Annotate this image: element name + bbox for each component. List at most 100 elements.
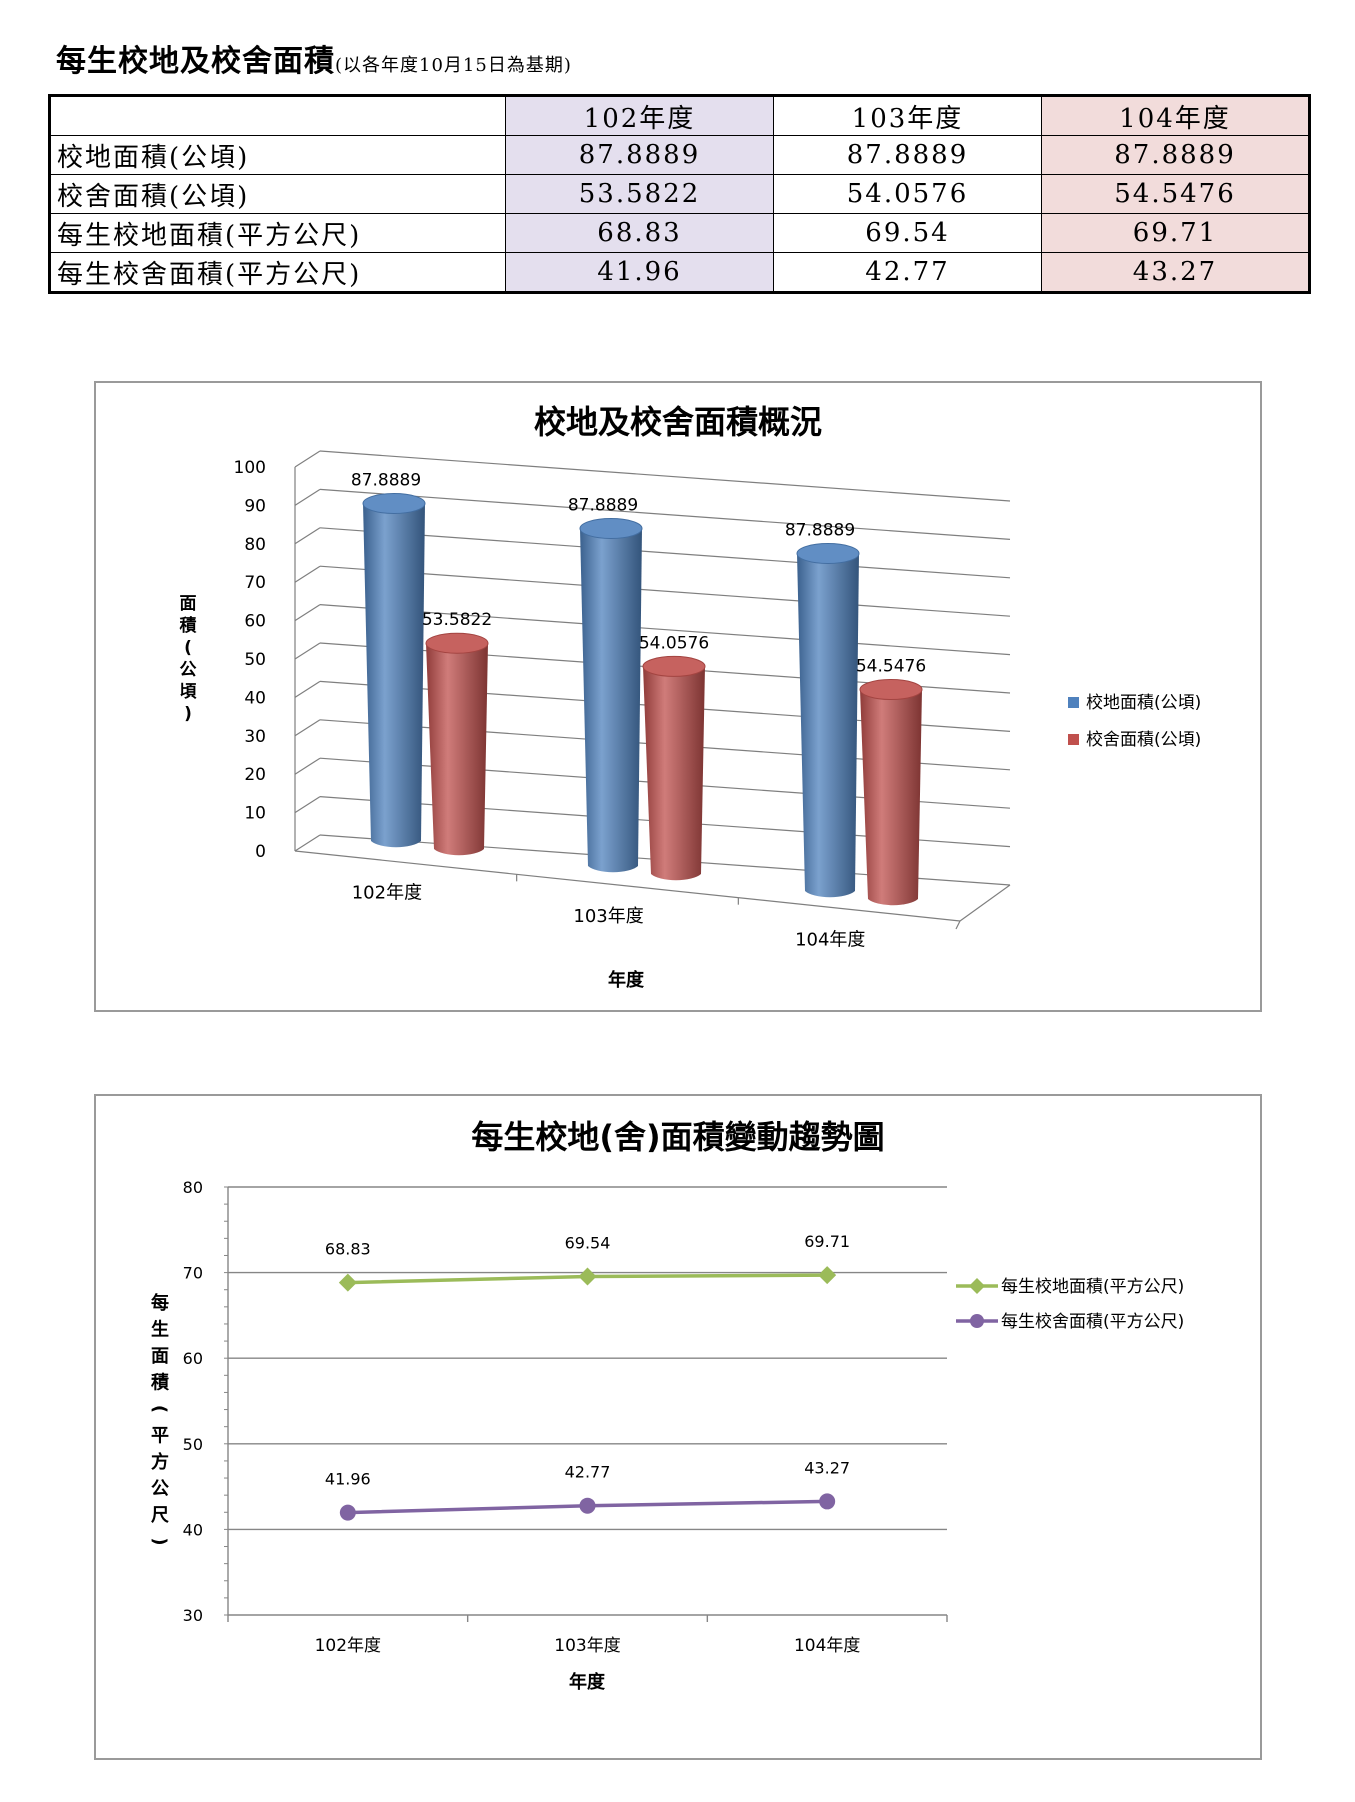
table-row-label: 校地面積(公頃) [49,135,506,175]
table-corner-cell [49,95,506,136]
chart1-y-tick-label: 90 [244,496,266,516]
table-row: 每生校地面積(平方公尺) 68.83 69.54 69.71 [49,213,1310,253]
document-title-main: 每生校地及校舍面積 [56,44,335,79]
bar-cylinder-body [580,528,642,873]
chart2-data-label: 41.96 [325,1470,371,1489]
line-chart-area: 每生校地(舍)面積變動趨勢圖 30 40 50 60 70 80 102年度 103年度 104年… [94,1094,1262,1760]
chart2-title: 每生校地(舍)面積變動趨勢圖 [471,1118,884,1156]
bar-chart-area: 校地及校舍面積概況 0 10 20 30 40 50 60 70 80 90 100 102年度 103年… [94,381,1262,1012]
chart1-wall-gridline [294,450,321,468]
chart2-y-axis-title-char: ) [149,1537,170,1545]
chart1-x-tick-label: 102年度 [352,883,422,904]
table-row-label: 每生校地面積(平方公尺) [49,213,506,253]
chart1-gridline [319,488,1011,540]
chart1-y-axis-title-char: 頃 [180,682,198,702]
chart1-floor-tick [955,920,961,930]
table-header-102: 102年度 [505,95,774,136]
chart1-gridline [319,565,1011,617]
chart1-y-tick-label: 60 [244,612,266,632]
chart1-legend-swatch [1068,734,1079,745]
table-row-label: 每生校舍面積(平方公尺) [49,252,506,293]
chart2-legend-label: 每生校舍面積(平方公尺) [1001,1312,1184,1332]
chart1-legend-swatch [1068,697,1079,708]
chart1-y-tick-label: 100 [234,458,266,478]
chart1-gridline [319,527,1011,579]
table-row-label: 校舍面積(公頃) [49,174,506,214]
chart2-y-tick-label: 30 [183,1606,203,1625]
chart2-y-axis-title-char: 方 [151,1451,169,1473]
document-title-subtitle: (以各年度10月15日為基期) [335,55,572,76]
table-cell: 87.8889 [505,135,774,175]
table-cell: 42.77 [773,252,1042,293]
chart2-data-label: 42.77 [565,1463,611,1482]
bar-cylinder-top [362,493,426,515]
line-chart-svg: 每生校地(舍)面積變動趨勢圖 30 40 50 60 70 80 102年度 103年度 104年… [149,1118,1184,1693]
chart2-y-tick-label: 70 [183,1264,203,1283]
bar-cylinder-body [860,689,922,906]
chart1-y-tick-label: 20 [244,765,266,785]
table-cell: 54.5476 [1041,174,1310,214]
chart2-data-label: 69.54 [565,1234,611,1253]
table-cell: 87.8889 [1041,135,1310,175]
chart2-y-axis-title-char: 尺 [151,1505,169,1526]
area-data-table: 102年度 103年度 104年度 校地面積(公頃) 87.8889 87.88… [48,94,1311,294]
table-cell: 54.0576 [773,174,1042,214]
chart1-wall-gridline [294,834,321,852]
bar-cylinder-top [859,679,923,701]
chart2-y-axis-title-char: 面 [151,1346,169,1367]
chart1-wall-gridline [294,719,321,737]
chart1-data-label: 54.5476 [856,657,926,677]
chart1-wall-gridline [294,757,321,775]
chart2-data-label: 69.71 [804,1232,850,1251]
chart2-data-point [578,1267,597,1286]
chart1-y-tick-label: 50 [244,650,266,670]
table-cell: 69.54 [773,213,1042,253]
bar-cylinder-top [796,543,860,565]
bar-cylinder-top [642,655,706,677]
table-header-row: 102年度 103年度 104年度 [49,95,1310,136]
chart2-data-label: 68.83 [325,1240,371,1259]
chart2-data-point [338,1273,357,1292]
chart2-data-point [819,1493,836,1510]
chart1-data-label: 87.8889 [351,471,421,491]
chart1-wall-gridline [294,796,321,814]
chart1-data-label: 54.0576 [639,633,709,653]
document-title: 每生校地及校舍面積(以各年度10月15日為基期) [56,36,572,80]
chart1-y-tick-label: 10 [244,804,266,824]
chart2-x-tick-label: 102年度 [315,1636,381,1656]
chart2-y-tick-label: 80 [183,1178,203,1197]
chart2-y-axis-title-char: ( [149,1405,170,1413]
chart1-floor-right-edge [959,884,1011,922]
chart1-title: 校地及校舍面積概況 [534,403,822,441]
chart2-y-tick-label: 60 [183,1349,203,1368]
chart2-legend-marker [970,1314,984,1328]
chart1-y-tick-label: 70 [244,573,266,593]
chart2-y-tick-label: 40 [183,1520,203,1539]
chart2-y-axis-title-char: 平 [151,1426,169,1447]
chart1-y-axis-title-char: ( [184,638,192,658]
chart1-x-tick-label: 104年度 [795,929,865,950]
chart2-legend-label: 每生校地面積(平方公尺) [1001,1277,1184,1297]
bar-cylinder-top [425,632,489,654]
chart2-y-tick-label: 50 [183,1435,203,1454]
chart2-data-point [339,1504,356,1521]
bar-cylinder-body [643,666,705,881]
table-cell: 69.71 [1041,213,1310,253]
table-header-103: 103年度 [773,95,1042,136]
chart1-wall-gridline [294,604,321,622]
table-row: 校地面積(公頃) 87.8889 87.8889 87.8889 [49,135,1310,175]
chart1-data-label: 87.8889 [785,521,855,541]
chart1-legend-label: 校舍面積(公頃) [1086,730,1201,750]
chart2-y-axis-title-char: 生 [151,1319,169,1341]
chart2-x-axis-title: 年度 [569,1671,606,1693]
chart1-wall-gridline [294,488,321,506]
chart1-wall-gridline [294,527,321,545]
chart1-y-tick-label: 0 [255,842,266,862]
chart1-x-axis-title: 年度 [608,969,645,991]
bar-cylinder-body [797,553,859,898]
chart1-data-label: 87.8889 [568,496,638,516]
chart2-x-tick-label: 103年度 [554,1636,620,1656]
chart1-y-axis-title-char: 面 [180,594,197,614]
chart1-gridline [319,604,1011,656]
chart1-y-axis-title-char: 公 [180,660,197,680]
